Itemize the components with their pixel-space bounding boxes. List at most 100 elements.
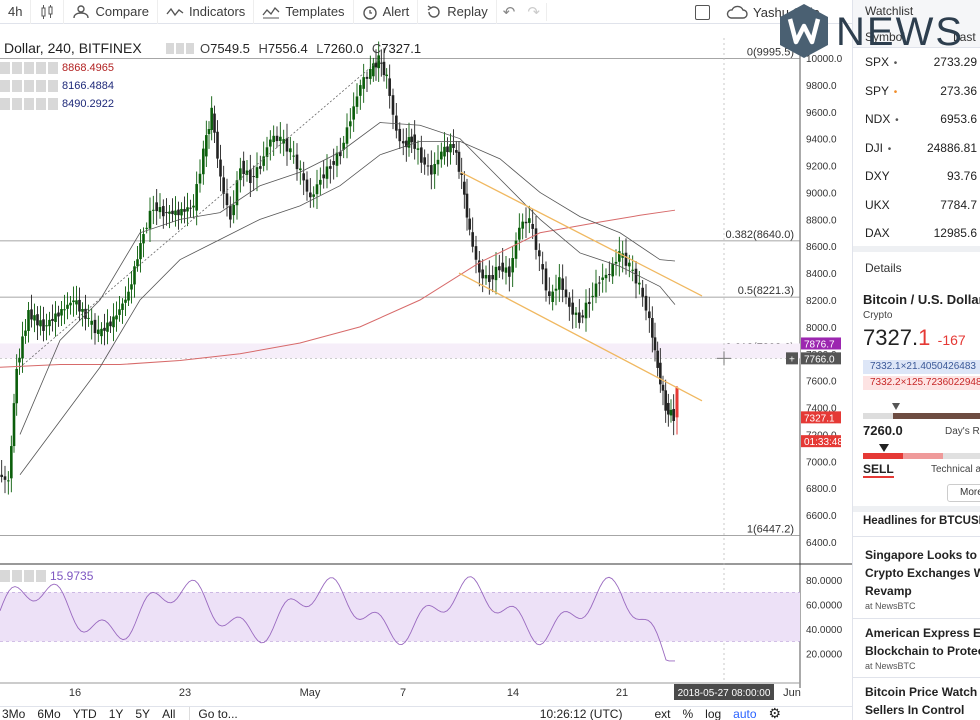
- candle-body: [24, 330, 27, 336]
- watchlist-row[interactable]: SPY • 273.36: [853, 77, 980, 105]
- indicators-button[interactable]: Indicators: [158, 0, 255, 24]
- price-tick-label: 9200.0: [806, 162, 837, 173]
- watchlist-header: Watchlist Symbol Last: [853, 0, 980, 48]
- indicators-icon: [166, 7, 184, 16]
- open-value: 7549.5: [210, 41, 250, 56]
- ma-value-1: 8868.4965: [62, 62, 114, 74]
- range-1y[interactable]: 1Y: [108, 706, 124, 720]
- range-all[interactable]: All: [162, 706, 176, 720]
- range-5y[interactable]: 5Y: [135, 706, 151, 720]
- candle-body: [21, 336, 24, 359]
- candle-body: [661, 384, 665, 391]
- price-pane[interactable]: [0, 38, 800, 565]
- indicators-label: Indicators: [188, 4, 246, 19]
- technical-label[interactable]: Technical a: [931, 464, 980, 475]
- crosshair-time-tag: [674, 684, 774, 700]
- replay-button[interactable]: Replay: [418, 0, 497, 24]
- candle-body: [139, 243, 142, 260]
- candle-body: [177, 209, 180, 216]
- candle-body: [352, 106, 355, 120]
- candle-body: [433, 163, 436, 175]
- indicator-buttons[interactable]: [0, 62, 58, 74]
- candle-body: [558, 277, 561, 290]
- watchlist-title[interactable]: Watchlist: [865, 4, 914, 18]
- candle-body: [359, 85, 362, 96]
- indicator-buttons[interactable]: [0, 570, 46, 582]
- rsi-tick-label: 80.0000: [806, 576, 843, 587]
- candle-body: [362, 77, 365, 89]
- fib-band: [0, 343, 800, 359]
- log-toggle[interactable]: log: [705, 706, 722, 720]
- candlestick-icon: [41, 4, 53, 19]
- symbol-title[interactable]: Dollar, 240, BITFINEX: [4, 40, 142, 56]
- templates-button[interactable]: Templates: [254, 0, 354, 24]
- status-dot-icon: •: [892, 115, 899, 126]
- undo-icon[interactable]: ↶: [502, 3, 516, 21]
- settings-gear-icon[interactable]: ⚙: [768, 705, 782, 720]
- ma-row-3[interactable]: 8490.2922: [0, 96, 114, 112]
- rsi-value: 15.9735: [50, 569, 94, 583]
- range-3mo[interactable]: 3Mo: [2, 706, 26, 720]
- watchlist-row[interactable]: DAX 12985.6: [853, 219, 980, 247]
- candle-body: [57, 312, 60, 317]
- details-header[interactable]: Details: [853, 252, 980, 282]
- candle-body: [142, 234, 145, 244]
- candle-body: [664, 390, 667, 411]
- ma-row-2[interactable]: 8166.4884: [0, 78, 114, 94]
- channel-upper-line[interactable]: [460, 171, 703, 297]
- candle-body: [183, 209, 186, 212]
- price-tag: [801, 435, 841, 448]
- price-tick-label: 9400.0: [806, 135, 837, 146]
- candle-body: [100, 328, 103, 337]
- candle-body: [30, 309, 33, 320]
- chart-area[interactable]: 10000.0 9800.0 9600.0 9400.0 9200.0 9000.0 880…: [0, 38, 852, 706]
- candle-body: [481, 269, 484, 279]
- candle-body: [60, 309, 63, 316]
- technical-rating-bar: [863, 453, 980, 459]
- candle-body: [413, 134, 416, 149]
- col-last[interactable]: Last: [953, 30, 976, 44]
- indicator-buttons[interactable]: [0, 80, 58, 92]
- indicator-buttons[interactable]: [0, 98, 58, 110]
- ma-row-1[interactable]: 8868.4965: [0, 60, 114, 76]
- channel-lower-line[interactable]: [458, 272, 703, 402]
- watchlist-row[interactable]: DJI • 24886.81: [853, 134, 980, 162]
- watchlist-row[interactable]: DXY 93.76: [853, 162, 980, 190]
- headlines-title[interactable]: Headlines for BTCUSD: [863, 515, 980, 527]
- watchlist-row[interactable]: NDX • 6953.6: [853, 105, 980, 133]
- candle-body: [207, 129, 211, 135]
- watchlist-row[interactable]: UKX 7784.7: [853, 191, 980, 219]
- candle-body: [380, 62, 383, 64]
- more-button[interactable]: More: [947, 484, 980, 502]
- plus-button-icon[interactable]: [786, 352, 798, 365]
- ext-toggle[interactable]: ext: [654, 706, 671, 720]
- watchlist-last: 6953.6: [940, 112, 977, 126]
- headline-3[interactable]: Bitcoin Price Watch Sellers In Control: [865, 683, 977, 719]
- price-chart[interactable]: 10000.0 9800.0 9600.0 9400.0 9200.0 9000.0 880…: [0, 38, 852, 706]
- time-tick-label: 7: [400, 687, 406, 699]
- compare-button[interactable]: Compare: [64, 0, 158, 24]
- range-6mo[interactable]: 6Mo: [37, 706, 61, 720]
- percent-toggle[interactable]: %: [682, 706, 694, 720]
- headline-2[interactable]: American Express E Blockchain to Protec …: [865, 624, 980, 672]
- interval-button[interactable]: 4h: [0, 0, 32, 24]
- rsi-legend[interactable]: 15.9735: [0, 568, 93, 584]
- watchlist-last: 2733.29: [933, 55, 977, 69]
- candle-body: [171, 210, 174, 215]
- alert-button[interactable]: Alert: [354, 0, 419, 24]
- col-symbol[interactable]: Symbol: [865, 30, 906, 44]
- fullscreen-icon[interactable]: [695, 4, 711, 20]
- fib-level-label: 0.382(8640.0): [726, 229, 795, 241]
- chart-style-button[interactable]: [31, 0, 65, 24]
- legend-buttons[interactable]: [166, 43, 194, 54]
- goto-button[interactable]: Go to...: [189, 706, 243, 720]
- redo-icon[interactable]: ↷: [521, 2, 547, 21]
- divider: [853, 618, 980, 619]
- headline-1[interactable]: Singapore Looks to A Crypto Exchanges W …: [865, 546, 980, 612]
- watchlist-row[interactable]: SPX • 2733.29: [853, 48, 980, 76]
- trend-line[interactable]: [19, 59, 381, 368]
- candle-body: [508, 266, 511, 277]
- range-ytd[interactable]: YTD: [72, 706, 97, 720]
- auto-toggle[interactable]: auto: [733, 706, 757, 720]
- candle-body: [189, 207, 192, 209]
